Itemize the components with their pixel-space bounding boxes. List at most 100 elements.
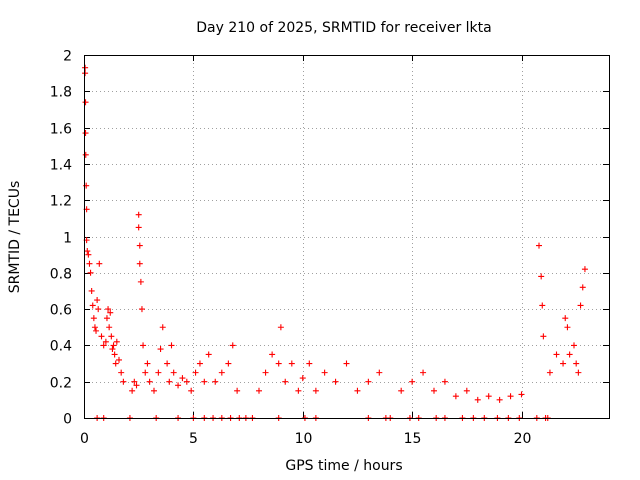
grid-lines <box>84 55 609 418</box>
data-point <box>398 387 405 394</box>
data-point <box>269 351 276 358</box>
data-point <box>170 369 177 376</box>
data-point <box>129 387 136 394</box>
data-point <box>321 369 328 376</box>
data-point <box>234 387 241 394</box>
data-point <box>201 378 208 385</box>
data-point <box>562 315 569 322</box>
data-point <box>212 378 219 385</box>
data-point <box>463 387 470 394</box>
data-point <box>536 242 542 249</box>
data-point <box>507 393 514 400</box>
data-point <box>560 360 567 367</box>
data-point <box>183 378 190 385</box>
data-point <box>138 306 145 313</box>
data-point <box>192 369 199 376</box>
data-point <box>539 302 546 309</box>
data-point <box>89 302 96 309</box>
data-point <box>573 360 580 367</box>
x-tick-label: 10 <box>295 431 313 447</box>
data-point <box>90 315 97 322</box>
data-point <box>142 369 149 376</box>
data-point <box>105 306 112 313</box>
data-point <box>168 342 175 349</box>
data-point <box>137 278 144 285</box>
data-point <box>295 387 302 394</box>
y-tick-label: 0.4 <box>50 339 72 355</box>
x-axis-label: GPS time / hours <box>285 458 402 474</box>
data-point <box>103 315 110 322</box>
data-point <box>540 333 547 340</box>
data-point <box>581 266 588 273</box>
data-point <box>546 369 553 376</box>
data-point <box>136 260 143 267</box>
data-point <box>82 70 89 77</box>
y-tick-label: 1 <box>63 231 72 247</box>
data-point <box>474 396 481 403</box>
data-point <box>110 342 117 349</box>
data-point <box>229 342 236 349</box>
data-point <box>144 360 151 367</box>
data-point <box>485 393 492 400</box>
data-point <box>312 387 319 394</box>
data-point <box>111 351 118 358</box>
data-point <box>282 378 289 385</box>
data-point <box>343 360 350 367</box>
data-point <box>431 387 437 394</box>
data-point <box>365 378 372 385</box>
data-point <box>166 378 173 385</box>
y-tick-label: 1.8 <box>50 85 72 101</box>
data-point <box>332 378 339 385</box>
data-point <box>108 333 115 340</box>
data-point <box>84 248 91 255</box>
data-point <box>85 251 92 258</box>
data-point <box>112 360 119 367</box>
chart-title: Day 210 of 2025, SRMTID for receiver lkt… <box>196 20 491 36</box>
y-tick-label: 1.2 <box>50 194 72 210</box>
data-point <box>179 375 186 382</box>
data-point <box>164 360 171 367</box>
y-tick-label: 0.2 <box>50 376 72 392</box>
y-tick-label: 2 <box>63 49 72 65</box>
data-point <box>135 211 142 218</box>
data-point <box>299 375 306 382</box>
data-point <box>96 260 103 267</box>
y-tick-label: 1.6 <box>50 122 72 138</box>
data-point <box>277 324 284 331</box>
data-point <box>87 269 94 276</box>
data-point <box>135 224 142 231</box>
data-point <box>262 369 269 376</box>
data-point <box>376 369 383 376</box>
data-point <box>553 351 560 358</box>
data-point <box>420 369 427 376</box>
data-point <box>579 284 586 291</box>
data-point <box>496 396 503 403</box>
data-point <box>102 338 109 345</box>
data-point <box>196 360 203 367</box>
data-point <box>93 327 100 334</box>
data-point <box>441 378 448 385</box>
data-point <box>575 369 582 376</box>
data-point <box>571 342 577 349</box>
data-point <box>94 297 101 304</box>
y-axis-label: SRMTID / TECUs <box>7 181 23 294</box>
data-point <box>566 351 573 358</box>
x-tick-label: 5 <box>189 431 198 447</box>
y-tick-label: 0.8 <box>50 267 72 283</box>
data-point <box>518 391 525 398</box>
data-point <box>100 342 107 349</box>
data-point <box>118 369 125 376</box>
data-point <box>146 378 153 385</box>
x-tick-label: 15 <box>404 431 422 447</box>
data-point <box>91 324 98 331</box>
data-point <box>175 382 182 389</box>
axis-ticks: 00.20.40.60.811.21.41.61.820 5 10 15 20 <box>50 49 609 447</box>
data-point <box>86 260 93 267</box>
data-points <box>82 64 588 421</box>
data-point <box>188 387 195 394</box>
y-tick-label: 1.4 <box>50 158 72 174</box>
data-point <box>155 369 162 376</box>
data-point <box>140 342 147 349</box>
data-point <box>136 242 143 249</box>
data-point <box>157 346 164 353</box>
